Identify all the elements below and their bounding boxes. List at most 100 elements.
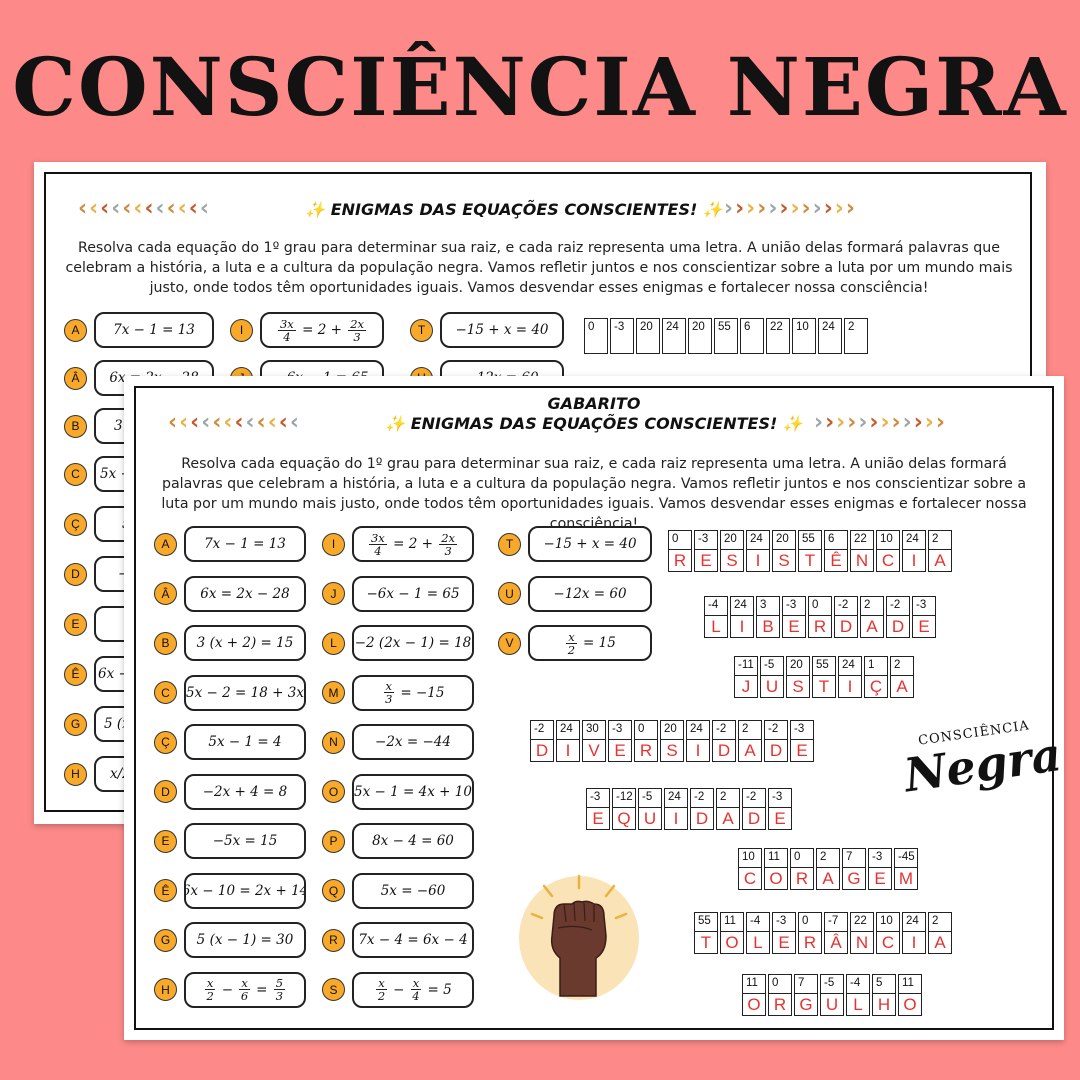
answer-cell: 24 I bbox=[730, 596, 754, 638]
equation-item: C 5x − 2 = 18 + 3x bbox=[154, 674, 306, 711]
answer-cell: 10 C bbox=[876, 912, 900, 954]
answer-letter: A bbox=[738, 739, 762, 762]
root-number: 7 bbox=[794, 974, 818, 993]
answer-key-sheet: GABARITO ‹ ‹ ‹ ‹ ‹ ‹ ‹ ‹ ‹ ‹ ‹ ‹ ✨ ENIGMAS DAS EQUA… bbox=[124, 376, 1064, 1040]
answer-letter: T bbox=[798, 549, 822, 572]
answer-key-title-text: ENIGMAS DAS EQUAÇÕES CONSCIENTES! bbox=[410, 414, 778, 433]
answer-letter: I bbox=[664, 807, 688, 830]
root-number: -4 bbox=[704, 596, 728, 615]
letter-badge: E bbox=[154, 829, 177, 853]
root-number: 2 bbox=[738, 720, 762, 739]
answer-letter: O bbox=[720, 931, 744, 954]
answer-cell: 55 T bbox=[694, 912, 718, 954]
answer-key-label: GABARITO bbox=[547, 394, 641, 413]
answer-letter: A bbox=[928, 931, 952, 954]
letter-badge: G bbox=[154, 928, 177, 952]
answer-letter: E bbox=[912, 615, 936, 638]
answer-cell: -7 Â bbox=[824, 912, 848, 954]
letter-badge: D bbox=[64, 562, 87, 586]
equation-item: A 7x − 1 = 13 bbox=[154, 526, 306, 562]
answer-word: 0 R -3 E 20 S 24 I 20 S 55 T 6 Ê 22 N 10 C 24 I 2 A bbox=[668, 530, 954, 572]
equation-box: −2x = −44 bbox=[352, 724, 474, 760]
answer-cell: -2 D bbox=[886, 596, 910, 638]
equation-item: R 7x − 4 = 6x − 4 bbox=[322, 922, 474, 958]
answer-letter: E bbox=[790, 739, 814, 762]
equation-box: 5x − 2 = 18 + 3x bbox=[184, 674, 306, 711]
root-number: 24 bbox=[686, 720, 710, 739]
answer-cell: 55 T bbox=[798, 530, 822, 572]
answer-letter: R bbox=[634, 739, 658, 762]
root-number: 11 bbox=[764, 848, 788, 867]
equation-box: 7x − 1 = 13 bbox=[184, 526, 306, 562]
root-number: 5 bbox=[872, 974, 896, 993]
root-number: 24 bbox=[746, 530, 770, 549]
root-number: 20 bbox=[772, 530, 796, 549]
letter-badge: M bbox=[322, 681, 345, 704]
root-number: 0 bbox=[798, 912, 822, 931]
root-number: -3 bbox=[772, 912, 796, 931]
root-number: 0 bbox=[808, 596, 832, 615]
answer-cell: -3 E bbox=[694, 530, 718, 572]
answer-letter: D bbox=[834, 615, 858, 638]
answer-cell: 11 O bbox=[742, 974, 766, 1016]
answer-number-cell: 2 bbox=[844, 318, 868, 354]
answer-letter: U bbox=[760, 675, 784, 698]
sparkle-icon: ✨ bbox=[305, 200, 326, 219]
answer-number-cell: 6 bbox=[740, 318, 764, 354]
root-number: -3 bbox=[768, 788, 792, 807]
letter-badge: J bbox=[322, 582, 345, 605]
answer-cell: -4 L bbox=[704, 596, 728, 638]
root-number: 24 bbox=[838, 656, 862, 675]
answer-cell: 24 I bbox=[902, 530, 926, 572]
root-number: 11 bbox=[742, 974, 766, 993]
equation-item: J −6x − 1 = 65 bbox=[322, 575, 474, 612]
root-number: -4 bbox=[746, 912, 770, 931]
answer-word: -4 L 24 I 3 B -3 E 0 R -2 D 2 A -2 D -3 E bbox=[704, 596, 938, 638]
answer-letter: R bbox=[798, 931, 822, 954]
answer-letter: M bbox=[894, 867, 918, 890]
answer-number-cell: 22 bbox=[766, 318, 790, 354]
root-number: 2 bbox=[816, 848, 840, 867]
equation-box: 5 (x − 1) = 30 bbox=[184, 922, 306, 958]
letter-badge: Q bbox=[322, 879, 345, 902]
letter-badge: I bbox=[322, 532, 345, 556]
answer-letter: R bbox=[668, 549, 692, 572]
letter-badge: C bbox=[64, 462, 87, 486]
answer-key-instructions: Resolva cada equação do 1º grau para det… bbox=[161, 456, 1027, 532]
root-number: 1 bbox=[864, 656, 888, 675]
root-number: 0 bbox=[790, 848, 814, 867]
chevron-decoration-right: › › › › › › › › › › › › bbox=[814, 410, 945, 435]
root-number: -5 bbox=[760, 656, 784, 675]
answer-letter: S bbox=[720, 549, 744, 572]
letter-badge: Â bbox=[154, 582, 177, 605]
root-number: 2 bbox=[928, 530, 952, 549]
answer-word: 10 C 11 O 0 R 2 A 7 G -3 E -45 M bbox=[738, 848, 920, 890]
answer-letter: U bbox=[820, 993, 844, 1016]
equation-item: D −2x + 4 = 8 bbox=[154, 773, 306, 810]
answer-cell: 24 I bbox=[902, 912, 926, 954]
root-number: 20 bbox=[660, 720, 684, 739]
answer-cell: -3 E bbox=[768, 788, 792, 830]
answer-cell: 22 N bbox=[850, 530, 874, 572]
worksheet-instructions: Resolva cada equação do 1º grau para det… bbox=[65, 240, 1013, 296]
letter-badge: N bbox=[322, 730, 345, 754]
equation-box: −2x + 4 = 8 bbox=[184, 773, 306, 810]
letter-badge: Ê bbox=[154, 879, 177, 902]
letter-badge: S bbox=[322, 978, 345, 1001]
equation-box: −15 + x = 40 bbox=[528, 526, 652, 562]
answer-letter: O bbox=[742, 993, 766, 1016]
root-number: 0 bbox=[668, 530, 692, 549]
letter-badge: D bbox=[154, 780, 177, 803]
answer-word: -2 D 24 I 30 V -3 E 0 R 20 S 24 I -2 D 2 A -2 D -3 E bbox=[530, 720, 816, 762]
